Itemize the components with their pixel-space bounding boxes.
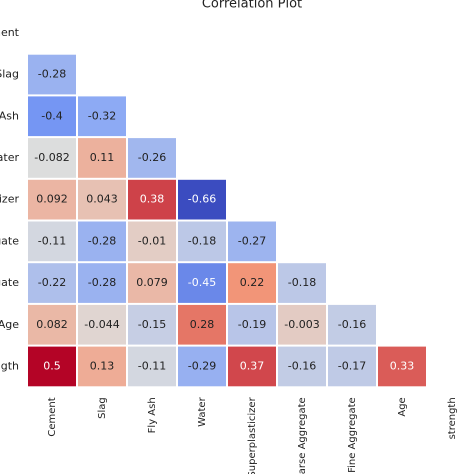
heatmap-cell [178,263,226,303]
heatmap-cell [128,263,176,303]
y-tick-label: Fine Aggregate [0,276,19,289]
heatmap-cell [128,304,176,345]
x-tick-label: Superplasticizer [247,396,258,474]
heatmap-cell [178,304,226,345]
heatmap-cell [78,179,126,220]
x-tick-label: Fine Aggregate [347,397,358,473]
heatmap-cell [178,221,226,262]
heatmap-cell [28,138,76,178]
cell-label: 0.082 [36,318,68,331]
cell-label: -0.4 [41,109,62,122]
cell-label: -0.28 [38,68,66,81]
cell-label: -0.66 [188,193,216,206]
y-tick-label: Cement [0,26,20,39]
cell-label: -0.28 [88,276,116,289]
cell-label: 0.5 [43,359,61,372]
heatmap-cell [78,221,126,262]
cell-label: -0.11 [38,234,66,247]
cell-label: -0.003 [284,318,319,331]
heatmap-cell [278,346,326,387]
cell-label: -0.18 [288,276,316,289]
cell-label: -0.16 [288,359,316,372]
x-tick-label: Water [197,396,208,426]
x-tick-label: Fly Ash [147,397,158,433]
heatmap-cell [28,346,76,387]
heatmap-cell [28,221,76,262]
heatmap-cell [78,138,126,178]
cell-label: 0.043 [86,193,118,206]
cell-label: -0.18 [188,234,216,247]
cell-label: 0.13 [90,359,115,372]
cell-label: 0.33 [390,359,415,372]
heatmap-cell [328,346,376,387]
cell-label: 0.38 [140,193,165,206]
heatmap-cell [78,96,126,137]
heatmap-cell [178,179,226,220]
cell-label: -0.16 [338,318,366,331]
cell-label: 0.37 [240,359,265,372]
heatmap-cell [128,221,176,262]
x-tick-label: Cement [47,397,58,436]
heatmap-cell [28,263,76,303]
cell-label: -0.19 [238,318,266,331]
cell-label: -0.27 [238,234,266,247]
cell-label: -0.29 [188,359,216,372]
cell-label: -0.15 [138,318,166,331]
cell-label: -0.082 [34,151,69,164]
y-tick-label: Fly Ash [0,109,19,122]
heatmap-cell [228,304,276,345]
x-tick-label: strength [447,397,458,439]
cell-label: 0.11 [90,151,115,164]
cell-label: 0.22 [240,276,265,289]
y-tick-label: Age [0,318,19,331]
y-tick-label: Coarse Aggregate [0,234,19,247]
heatmap-cell [28,96,76,137]
heatmap-cell [78,304,126,345]
cell-label: -0.044 [84,318,119,331]
y-tick-label: Slag [0,68,19,81]
cell-label: -0.45 [188,276,216,289]
cell-label: -0.11 [138,359,166,372]
cell-label: -0.22 [38,276,66,289]
y-tick-label: Water [0,151,19,164]
heatmap-cell [78,263,126,303]
heatmap-cell [278,304,326,345]
heatmap-cell [128,179,176,220]
y-tick-label: strength [0,359,19,372]
heatmap-cell [28,54,76,95]
heatmap-cell [28,179,76,220]
cell-label: 0.092 [36,193,68,206]
heatmap-cell [378,346,426,387]
cell-label: 0.079 [136,276,168,289]
cell-label: -0.26 [138,151,166,164]
cell-label: 0.28 [190,318,215,331]
heatmap-cell [28,304,76,345]
heatmap-cell [128,346,176,387]
heatmap-cell [228,263,276,303]
x-tick-label: Age [397,397,408,416]
cell-label: -0.01 [138,234,166,247]
heatmap-cell [228,346,276,387]
heatmap-cell [278,263,326,303]
cell-label: -0.17 [338,359,366,372]
y-tick-label: Superplasticizer [0,193,19,206]
heatmap-cell [78,346,126,387]
cell-label: -0.32 [88,109,116,122]
heatmap-cell [328,304,376,345]
x-tick-label: Slag [97,397,108,419]
heatmap-cell [128,138,176,178]
heatmap-cell [228,221,276,262]
chart-title: Correlation Plot [202,0,302,12]
cell-label: -0.28 [88,234,116,247]
x-tick-label: Coarse Aggregate [297,397,308,474]
heatmap-cell [178,346,226,387]
